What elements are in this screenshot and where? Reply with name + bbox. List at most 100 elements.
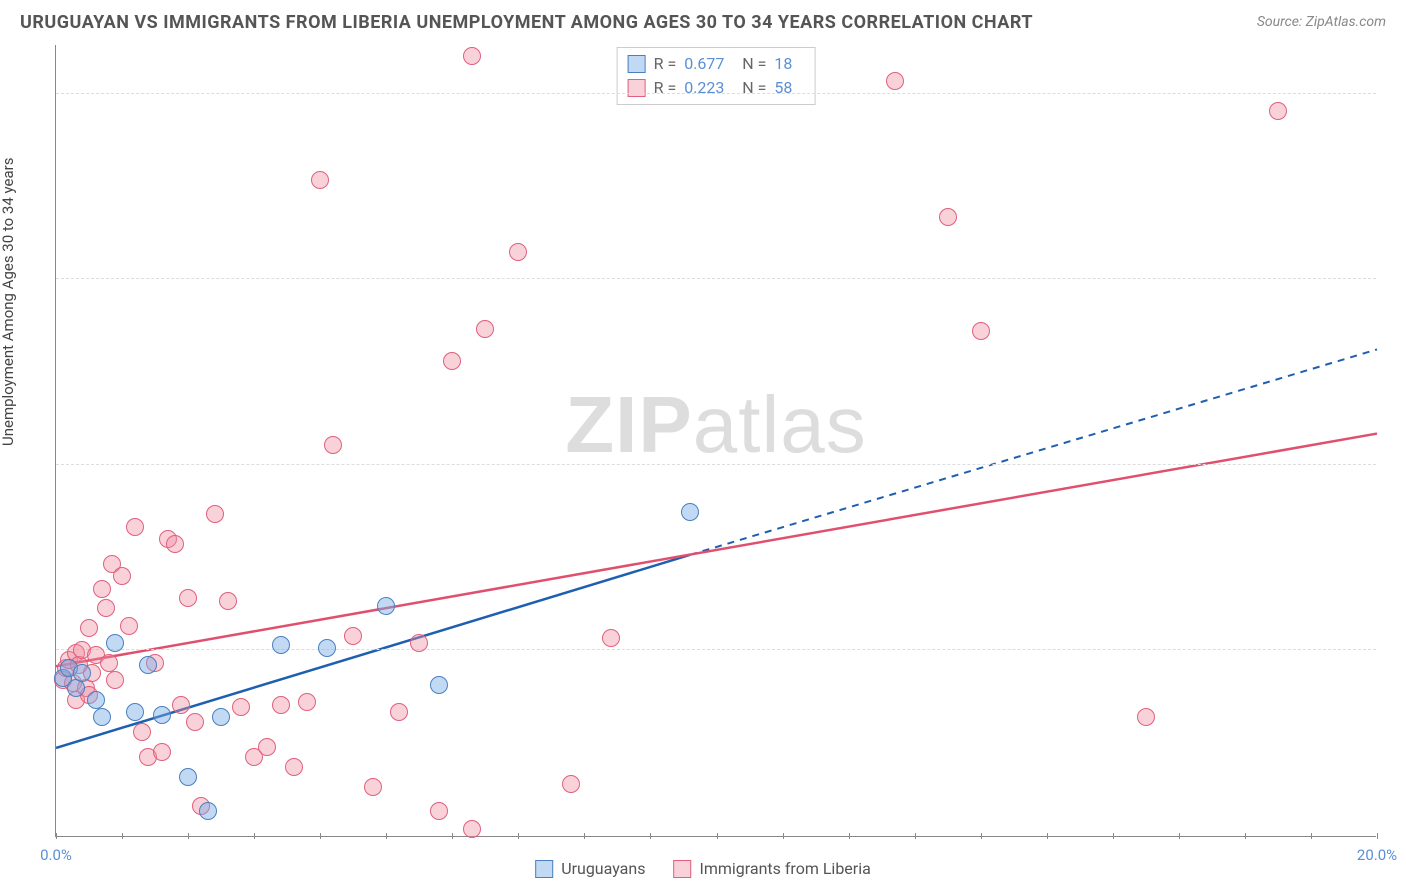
scatter-point bbox=[232, 698, 250, 716]
scatter-point bbox=[509, 243, 527, 261]
legend-label: Uruguayans bbox=[561, 859, 645, 878]
scatter-point bbox=[939, 208, 957, 226]
chart-title: URUGUAYAN VS IMMIGRANTS FROM LIBERIA UNE… bbox=[20, 12, 1033, 33]
scatter-point bbox=[272, 636, 290, 654]
scatter-point bbox=[1269, 102, 1287, 120]
stats-r-label: R = bbox=[654, 76, 677, 100]
x-tick bbox=[386, 833, 387, 839]
scatter-point bbox=[139, 656, 157, 674]
y-tick-label: 22.5% bbox=[1386, 252, 1406, 270]
stats-n-value: 18 bbox=[774, 52, 804, 76]
stats-r-value: 0.677 bbox=[684, 52, 734, 76]
x-tick bbox=[1245, 833, 1246, 839]
x-tick bbox=[1113, 833, 1114, 839]
scatter-point bbox=[344, 627, 362, 645]
scatter-point bbox=[80, 619, 98, 637]
x-tick bbox=[122, 833, 123, 839]
legend-item: Uruguayans bbox=[535, 859, 645, 878]
regression-line-dashed bbox=[690, 349, 1377, 554]
scatter-point bbox=[153, 743, 171, 761]
legend-swatch bbox=[628, 79, 646, 97]
legend-swatch bbox=[673, 860, 691, 878]
scatter-point bbox=[113, 567, 131, 585]
regression-line bbox=[56, 434, 1377, 667]
scatter-point bbox=[681, 503, 699, 521]
legend-swatch bbox=[535, 860, 553, 878]
stats-legend-row: R = 0.677 N = 18 bbox=[628, 52, 805, 76]
x-tick bbox=[188, 833, 189, 839]
x-tick bbox=[783, 833, 784, 839]
scatter-point bbox=[133, 723, 151, 741]
scatter-point bbox=[602, 629, 620, 647]
watermark: ZIPatlas bbox=[565, 379, 866, 471]
stats-r-label: R = bbox=[654, 52, 677, 76]
watermark-zip: ZIP bbox=[565, 380, 692, 469]
gridline bbox=[56, 93, 1376, 94]
scatter-point bbox=[212, 708, 230, 726]
scatter-point bbox=[126, 703, 144, 721]
x-tick bbox=[1179, 833, 1180, 839]
scatter-point bbox=[311, 171, 329, 189]
scatter-point bbox=[390, 703, 408, 721]
scatter-point bbox=[443, 352, 461, 370]
plot-area: ZIPatlas R =0.677N =18R =0.223N =58 7.5%… bbox=[55, 45, 1376, 837]
x-tick bbox=[254, 833, 255, 839]
scatter-point bbox=[410, 634, 428, 652]
correlation-chart: URUGUAYAN VS IMMIGRANTS FROM LIBERIA UNE… bbox=[0, 0, 1406, 892]
x-tick bbox=[320, 833, 321, 839]
scatter-point bbox=[972, 322, 990, 340]
stats-n-label: N = bbox=[742, 76, 766, 100]
scatter-point bbox=[93, 580, 111, 598]
scatter-point bbox=[285, 758, 303, 776]
regression-line bbox=[56, 555, 690, 748]
scatter-point bbox=[430, 802, 448, 820]
scatter-point bbox=[298, 693, 316, 711]
scatter-point bbox=[463, 820, 481, 838]
scatter-point bbox=[73, 664, 91, 682]
x-tick bbox=[584, 833, 585, 839]
scatter-point bbox=[93, 708, 111, 726]
stats-legend-row: R =0.223N =58 bbox=[628, 76, 805, 100]
stats-n-label: N = bbox=[742, 52, 766, 76]
x-tick bbox=[1311, 833, 1312, 839]
stats-r-value: 0.223 bbox=[684, 76, 734, 100]
scatter-point bbox=[199, 802, 217, 820]
x-tick bbox=[56, 833, 57, 839]
scatter-point bbox=[166, 535, 184, 553]
scatter-point bbox=[318, 639, 336, 657]
y-tick-label: 30.0% bbox=[1386, 67, 1406, 85]
scatter-point bbox=[179, 589, 197, 607]
scatter-point bbox=[120, 617, 138, 635]
scatter-point bbox=[476, 320, 494, 338]
scatter-point bbox=[324, 436, 342, 454]
scatter-point bbox=[562, 775, 580, 793]
scatter-point bbox=[100, 654, 118, 672]
x-tick bbox=[1377, 833, 1378, 839]
scatter-point bbox=[186, 713, 204, 731]
x-tick bbox=[849, 833, 850, 839]
scatter-point bbox=[106, 671, 124, 689]
legend-label: Immigrants from Liberia bbox=[699, 859, 870, 878]
scatter-point bbox=[430, 676, 448, 694]
x-tick bbox=[452, 833, 453, 839]
regression-lines bbox=[56, 45, 1376, 836]
scatter-point bbox=[463, 47, 481, 65]
scatter-point bbox=[377, 597, 395, 615]
scatter-point bbox=[87, 691, 105, 709]
chart-source: Source: ZipAtlas.com bbox=[1257, 14, 1386, 30]
y-axis-label: Unemployment Among Ages 30 to 34 years bbox=[0, 158, 17, 446]
x-tick bbox=[518, 833, 519, 839]
x-tick bbox=[650, 833, 651, 839]
scatter-point bbox=[126, 518, 144, 536]
scatter-point bbox=[272, 696, 290, 714]
scatter-point bbox=[153, 706, 171, 724]
scatter-point bbox=[97, 599, 115, 617]
scatter-point bbox=[219, 592, 237, 610]
x-tick bbox=[717, 833, 718, 839]
x-tick bbox=[981, 833, 982, 839]
gridline bbox=[56, 649, 1376, 650]
scatter-point bbox=[206, 505, 224, 523]
x-tick-label: 0.0% bbox=[40, 846, 72, 864]
watermark-atlas: atlas bbox=[693, 380, 867, 469]
x-tick bbox=[915, 833, 916, 839]
